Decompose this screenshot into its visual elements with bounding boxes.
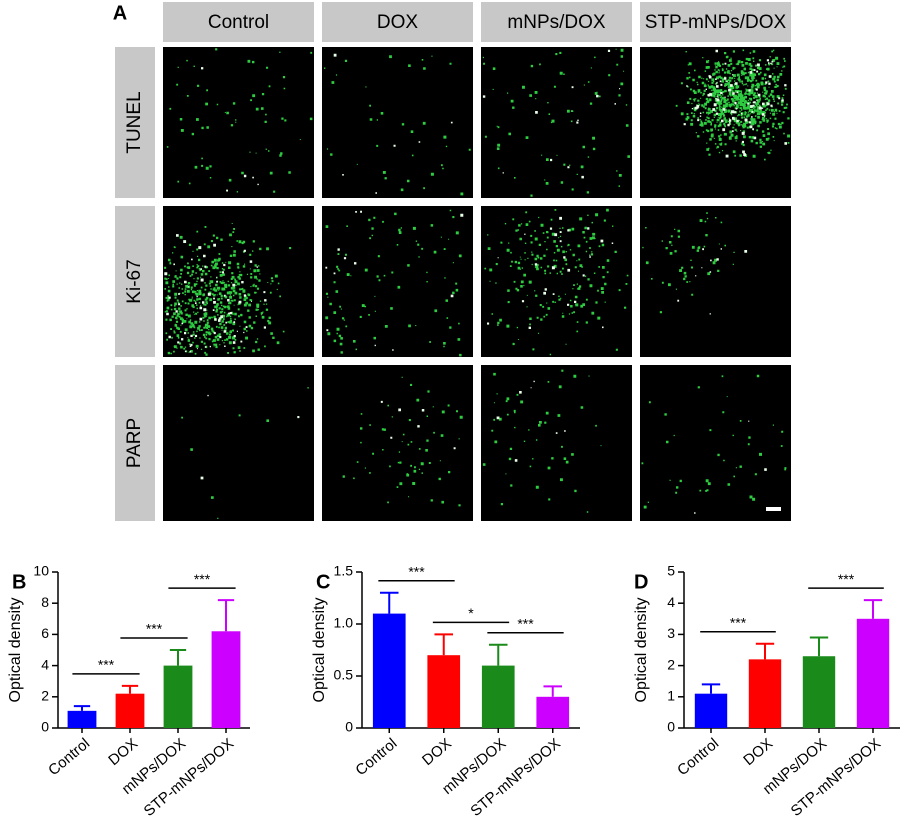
- y-tick-label: 3: [667, 625, 675, 641]
- fluorescence: [164, 223, 292, 356]
- row-header-box: [115, 206, 155, 357]
- scale-bar: [766, 507, 781, 511]
- x-tick-label: DOX: [419, 735, 455, 769]
- y-tick-label: 0.5: [334, 667, 354, 683]
- x-tick-label: Control: [45, 735, 93, 779]
- micrograph: [640, 365, 791, 521]
- micrograph: [481, 365, 632, 521]
- y-axis-label: Optical density: [633, 598, 650, 703]
- micrograph: [163, 47, 314, 198]
- y-axis-label: Optical density: [311, 598, 328, 703]
- y-tick-label: 0: [41, 719, 49, 735]
- panel-letter: D: [634, 571, 648, 593]
- fluorescence: [683, 49, 787, 158]
- bar: [481, 665, 515, 728]
- y-tick-label: 0: [667, 719, 675, 735]
- micrograph: [322, 47, 473, 198]
- column-header-box: [322, 2, 473, 42]
- column-header-box: [163, 2, 314, 42]
- significance-label: ***: [730, 614, 747, 630]
- significance-label: ***: [98, 657, 115, 673]
- micrograph: [481, 47, 632, 198]
- panel-letter: B: [12, 571, 26, 593]
- bar: [802, 656, 836, 728]
- bar: [211, 631, 241, 728]
- fluorescence: [342, 376, 463, 507]
- y-tick-label: 2: [667, 656, 675, 672]
- bar: [856, 618, 890, 728]
- row-header-box: [115, 365, 155, 521]
- y-tick-label: 4: [41, 656, 49, 672]
- y-tick-label: 4: [667, 594, 675, 610]
- bar: [748, 659, 782, 728]
- micrograph: [481, 206, 632, 357]
- y-tick-label: 6: [41, 625, 49, 641]
- micrograph: [640, 206, 791, 357]
- x-tick-label: STP-mNPs/DOX: [788, 735, 884, 820]
- y-tick-label: 2: [41, 688, 49, 704]
- fluorescence: [675, 49, 791, 161]
- panel-letter: C: [316, 571, 330, 593]
- x-tick-label: DOX: [105, 735, 141, 769]
- x-tick-label: Control: [352, 735, 400, 779]
- y-axis-label: Optical density: [7, 598, 24, 703]
- column-header: STP-mNPs/DOX: [645, 12, 787, 33]
- column-header: Control: [208, 12, 269, 33]
- x-tick-label: STP-mNPs/DOX: [141, 735, 237, 820]
- row-header: PARP: [124, 418, 145, 468]
- bar: [115, 693, 145, 728]
- y-tick-label: 1.0: [334, 615, 354, 631]
- y-tick-label: 1: [667, 688, 675, 704]
- y-tick-label: 10: [33, 563, 49, 579]
- micrograph: [322, 206, 473, 357]
- significance-label: ***: [408, 564, 425, 580]
- y-tick-label: 0: [345, 719, 353, 735]
- micrograph: [163, 206, 314, 357]
- micrograph: [322, 365, 473, 521]
- column-header: mNPs/DOX: [507, 12, 606, 33]
- column-header-box: [481, 2, 632, 42]
- y-tick-label: 1.5: [334, 563, 354, 579]
- column-header: DOX: [377, 12, 419, 33]
- bar: [694, 693, 728, 728]
- row-header: TUNEL: [124, 91, 145, 153]
- significance-label: *: [468, 605, 474, 621]
- row-header: Ki-67: [124, 259, 145, 303]
- bar: [67, 710, 97, 728]
- panel-letter: A: [113, 2, 127, 24]
- y-tick-label: 5: [667, 563, 675, 579]
- significance-label: ***: [146, 621, 163, 637]
- significance-label: ***: [517, 616, 534, 632]
- x-tick-label: DOX: [740, 735, 776, 769]
- bar: [163, 665, 193, 728]
- significance-label: ***: [838, 571, 855, 587]
- x-tick-label: Control: [674, 735, 722, 779]
- bar: [427, 655, 461, 728]
- micrograph: [163, 365, 314, 521]
- y-tick-label: 8: [41, 594, 49, 610]
- column-header-box: [640, 2, 791, 42]
- row-header-box: [115, 47, 155, 198]
- significance-label: ***: [194, 571, 211, 587]
- bar: [536, 696, 570, 728]
- bar: [372, 613, 406, 728]
